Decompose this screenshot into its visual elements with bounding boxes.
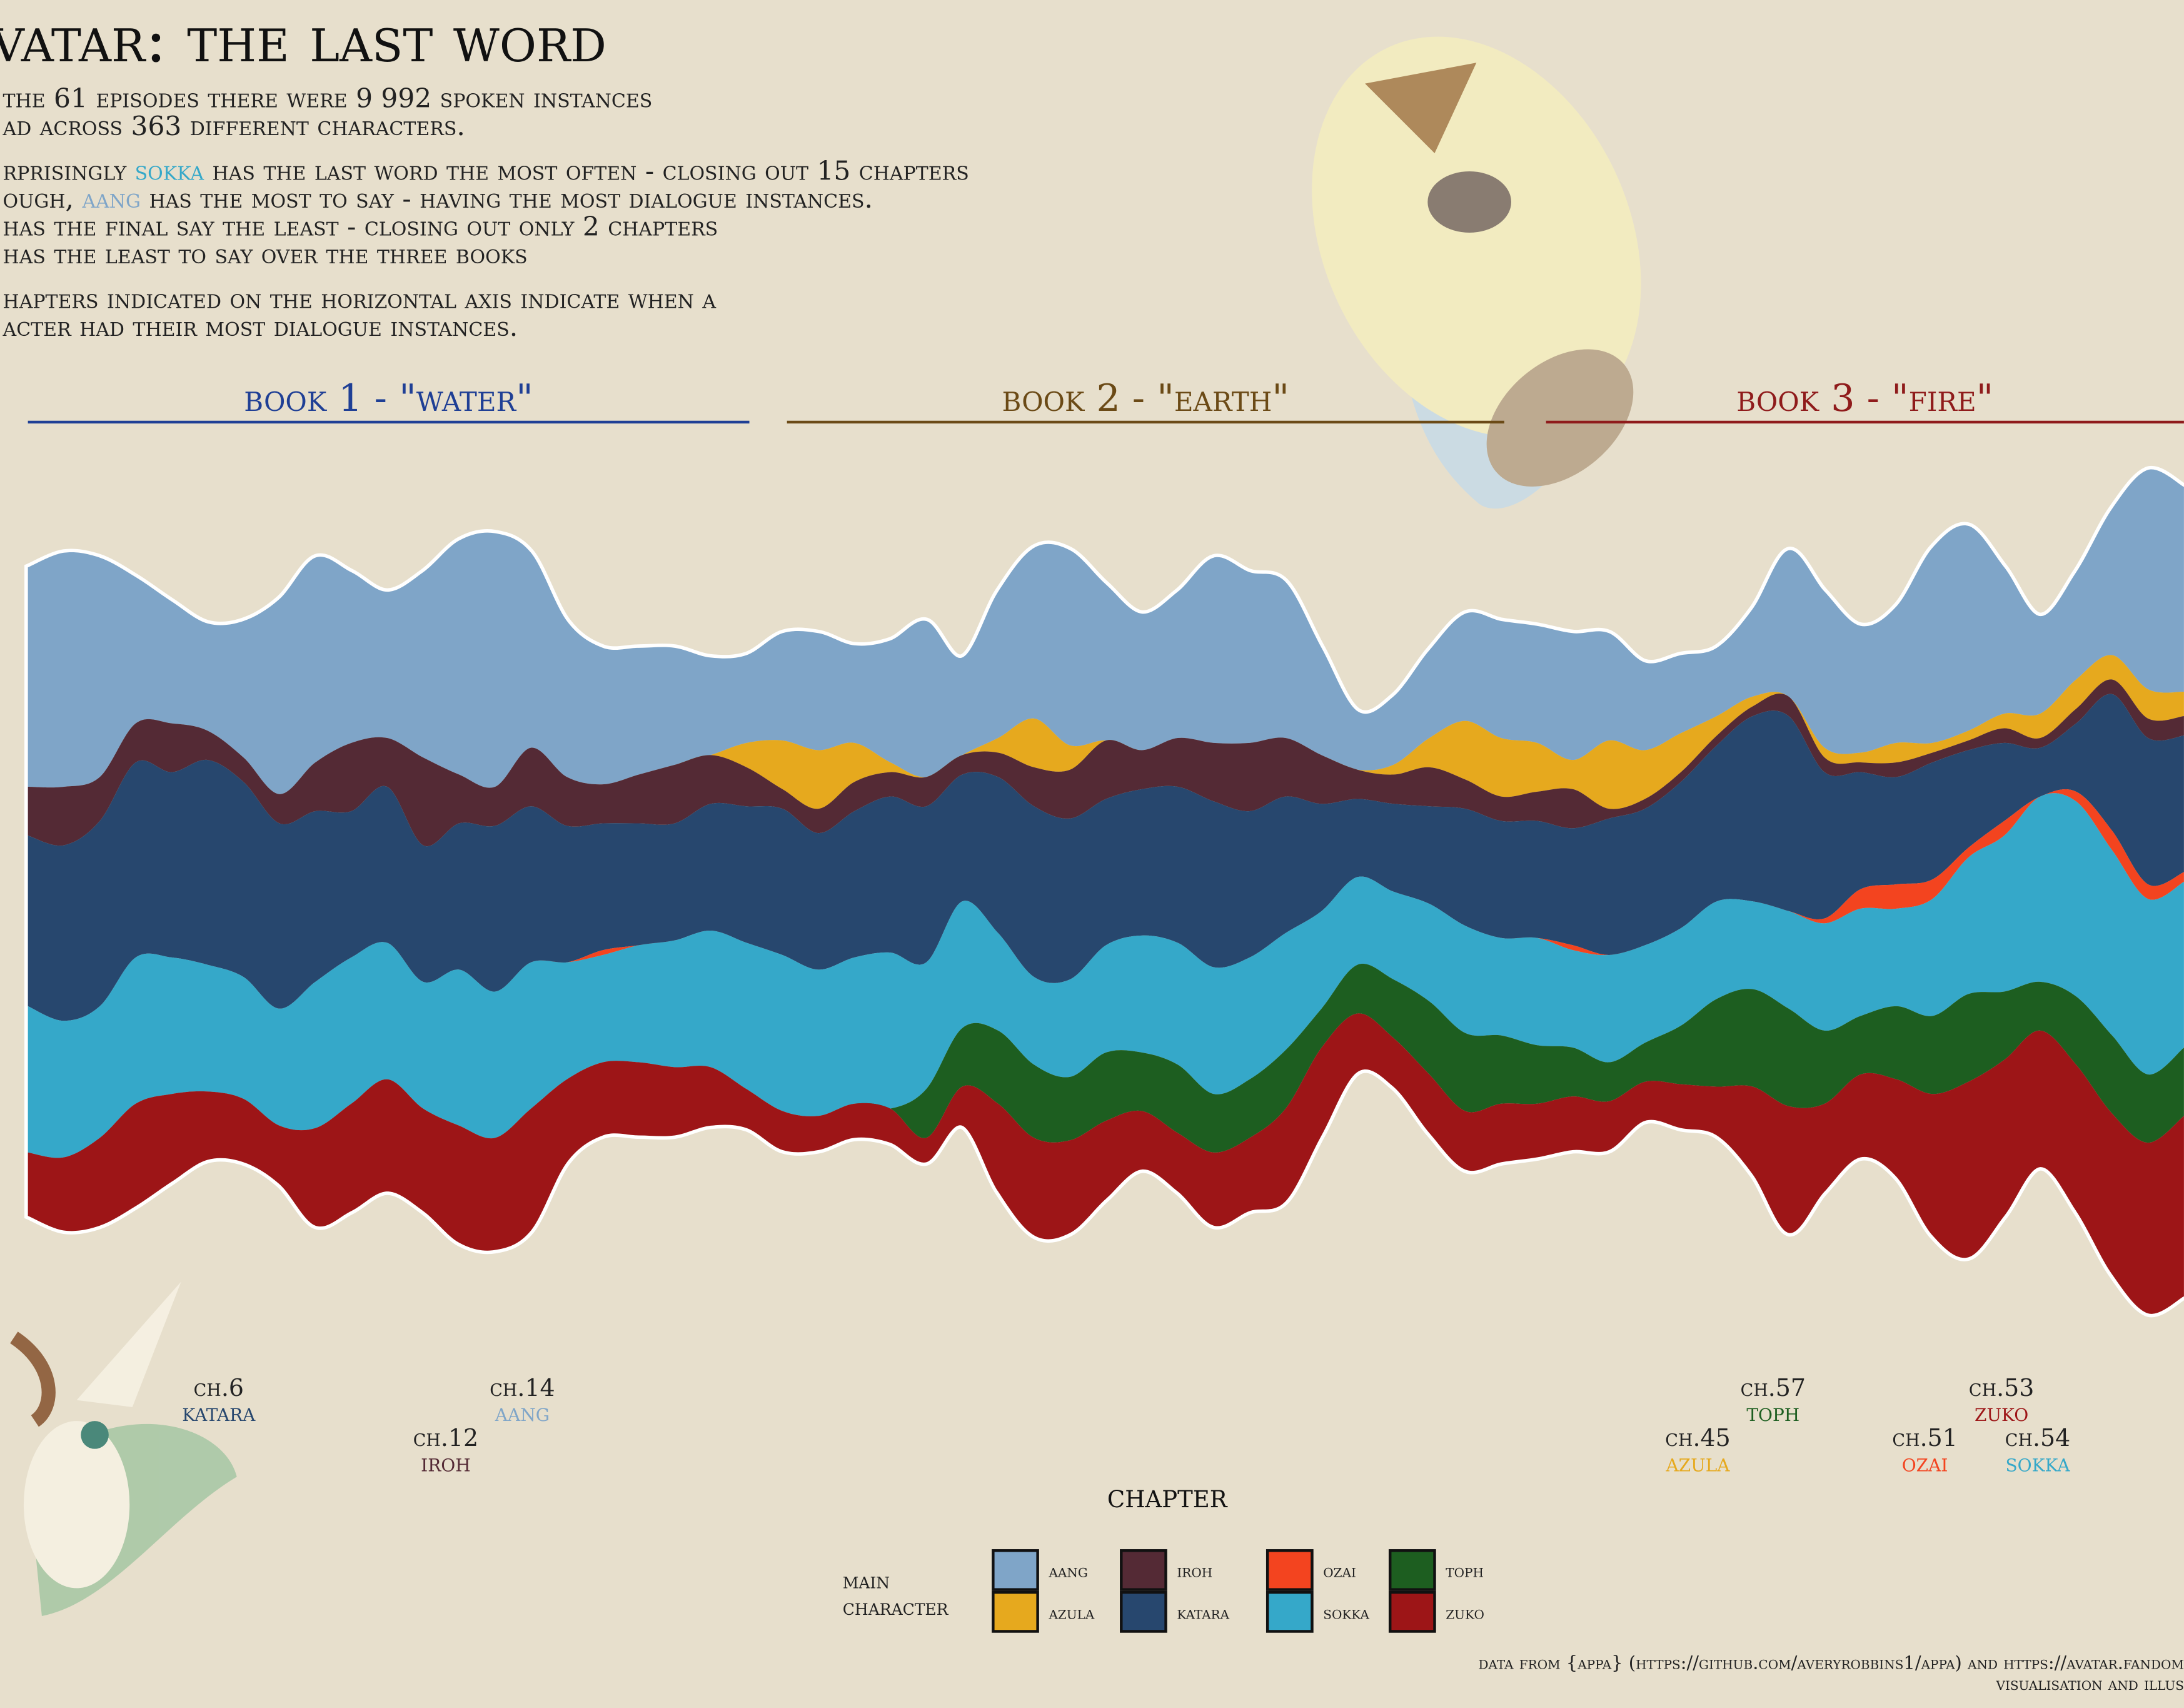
- legend-swatch: [1388, 1590, 1436, 1633]
- annotation-character: iroh: [421, 1448, 471, 1477]
- legend-label: aang: [1048, 1560, 1087, 1582]
- intro-text: ough,: [3, 183, 83, 214]
- stream-area: [28, 793, 2184, 1158]
- annotation-chapter: ch.14: [490, 1374, 555, 1402]
- legend-label: iroh: [1177, 1560, 1212, 1582]
- annotation-character: azula: [1665, 1448, 1730, 1477]
- stream-area: [28, 655, 2184, 809]
- annotation-chapter: ch.12: [413, 1424, 478, 1452]
- book-label: book 3 - "fire": [1736, 376, 1993, 420]
- intro-text: rprisingly: [3, 155, 135, 186]
- source: data from {appa} (https://github.com/ave…: [1479, 1652, 2184, 1694]
- legend-title: character: [843, 1595, 949, 1620]
- source-text: visualisation and illus: [1996, 1673, 2184, 1694]
- x-axis-label: chapter: [1107, 1476, 1228, 1515]
- legend-swatch: [992, 1549, 1039, 1591]
- legend-label: azula: [1048, 1602, 1094, 1623]
- legend-label: toph: [1446, 1560, 1484, 1582]
- intro-line: has the final say the least - closing ou…: [3, 211, 718, 241]
- legend-swatch: [992, 1590, 1039, 1633]
- annotation-character: toph: [1746, 1398, 1799, 1427]
- annotation-character: sokka: [2005, 1448, 2070, 1477]
- appa-illustration: [1312, 36, 1641, 509]
- intro: the 61 episodes there were 9 992 spoken …: [3, 83, 969, 342]
- book-label: book 2 - "earth": [1002, 376, 1289, 420]
- legend-title: main: [843, 1568, 890, 1594]
- intro-line: has the least to say over the three book…: [3, 239, 528, 270]
- intro-text: hapters indicated on the horizontal axis…: [3, 283, 717, 314]
- intro-line: rprisingly sokka has the last word the m…: [3, 155, 969, 186]
- intro-line: ad across 363 different characters.: [3, 111, 465, 141]
- stream-area: [28, 694, 2184, 1021]
- legend-swatch: [1120, 1590, 1167, 1633]
- annotation-chapter: ch.57: [1741, 1374, 1806, 1402]
- stream-area: [28, 963, 2184, 1158]
- annotation-chapter: ch.45: [1665, 1424, 1730, 1452]
- intro-text: the 61 episodes there were 9 992 spoken …: [3, 83, 653, 114]
- legend-label: katara: [1177, 1602, 1229, 1623]
- annotation-character: ozai: [1902, 1448, 1948, 1477]
- legend-swatch: [1266, 1549, 1314, 1591]
- stream-area: [28, 1013, 2184, 1314]
- intro-text: has the most to say - having the most di…: [141, 183, 873, 214]
- intro-line: hapters indicated on the horizontal axis…: [3, 283, 717, 314]
- momo-illustration: [9, 1281, 237, 1616]
- legend-swatch: [1120, 1549, 1167, 1591]
- streamgraph: [24, 465, 2184, 1318]
- highlight-name: sokka: [135, 155, 204, 186]
- annotation-character: katara: [182, 1398, 256, 1427]
- annotation-chapter: ch.53: [1969, 1374, 2034, 1402]
- intro-line: acter had their most dialogue instances.: [3, 311, 518, 342]
- annotation-character: aang: [495, 1398, 550, 1427]
- intro-text: has the least to say over the three book…: [3, 239, 528, 270]
- stream-area: [28, 679, 2184, 847]
- legend-label: sokka: [1323, 1602, 1369, 1623]
- legend-swatch: [1388, 1549, 1436, 1591]
- legend-label: zuko: [1446, 1602, 1484, 1623]
- stream-area: [28, 469, 2184, 794]
- annotation-character: zuko: [1975, 1398, 2028, 1427]
- legend-label: ozai: [1323, 1560, 1356, 1582]
- intro-line: ough, aang has the most to say - having …: [3, 183, 873, 214]
- highlight-name: aang: [81, 183, 141, 214]
- annotation-chapter: ch.51: [1892, 1424, 1957, 1452]
- intro-text: has the last word the most often - closi…: [204, 155, 969, 186]
- annotation-chapter: ch.6: [194, 1374, 244, 1402]
- intro-line: the 61 episodes there were 9 992 spoken …: [3, 83, 653, 114]
- annotation-chapter: ch.54: [2005, 1424, 2070, 1452]
- title: vatar: the last word: [0, 3, 606, 77]
- book-headers: book 1 - "water" book 2 - "earth" book 3 -…: [28, 376, 2184, 424]
- legend-swatch: [1266, 1590, 1314, 1633]
- book-label: book 1 - "water": [244, 376, 533, 420]
- source-text: data from {appa} (https://github.com/ave…: [1479, 1652, 2184, 1674]
- intro-text: has the final say the least - closing ou…: [3, 211, 718, 241]
- intro-text: acter had their most dialogue instances.: [3, 311, 518, 342]
- intro-text: ad across 363 different characters.: [3, 111, 465, 141]
